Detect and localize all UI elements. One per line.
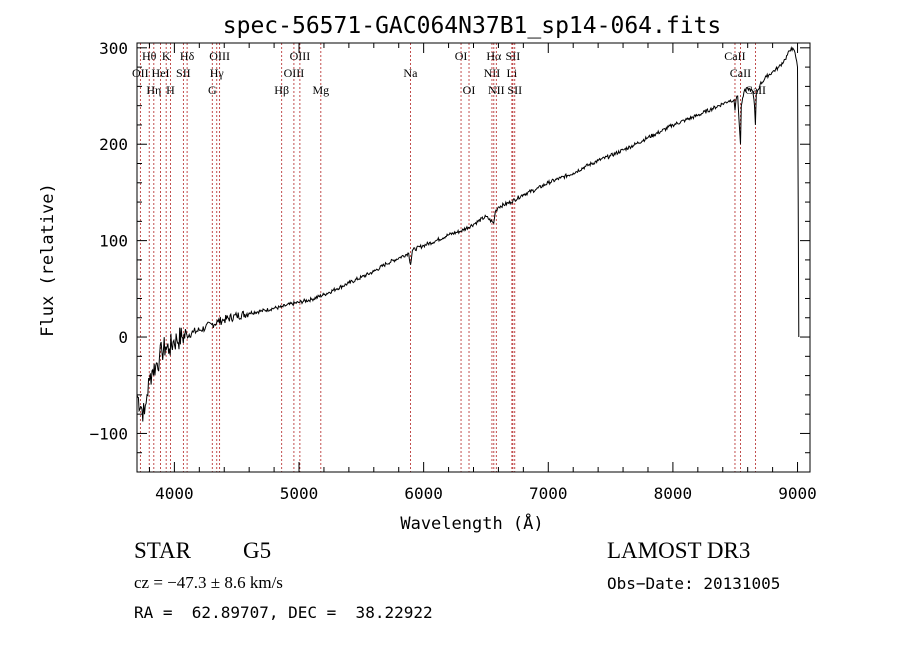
x-tick-label-4: 8000 <box>654 484 693 503</box>
survey-name: LAMOST DR3 <box>607 538 751 563</box>
line-label-26: CaII <box>745 83 766 97</box>
cz-value: cz = −47.3 ± 8.6 km/s <box>134 573 283 592</box>
x-tick-label-2: 6000 <box>404 484 443 503</box>
y-axis-label: Flux (relative) <box>38 183 58 337</box>
line-label-7: Hδ <box>180 49 195 63</box>
line-label-0: OII <box>132 66 149 80</box>
y-tick-label-3: 200 <box>99 135 128 154</box>
line-label-22: SII <box>506 49 521 63</box>
line-label-15: Na <box>403 66 418 80</box>
y-tick-label-1: 0 <box>118 328 128 347</box>
line-label-5: H <box>166 83 175 97</box>
line-label-11: Hβ <box>274 83 289 97</box>
line-label-16: OI <box>455 49 468 63</box>
line-label-17: OI <box>463 83 476 97</box>
chart-title: spec-56571-GAC064N37B1_sp14-064.fits <box>223 13 722 39</box>
line-label-24: CaII <box>724 49 745 63</box>
object-type: STAR <box>134 538 191 563</box>
line-label-4: K <box>162 49 171 63</box>
line-label-6: SII <box>176 66 191 80</box>
x-tick-label-0: 4000 <box>155 484 194 503</box>
axis-ticks: 4000 5000 6000 7000 8000 9000 −100 0 100 200 300 <box>89 39 816 503</box>
x-axis-label: Wavelength (Å) <box>400 512 543 534</box>
series-line-spectrum <box>136 45 800 422</box>
line-label-3: HeI <box>152 66 170 80</box>
line-label-2: Hη <box>146 83 161 97</box>
line-label-14: Mg <box>312 83 329 97</box>
line-label-8: G <box>208 83 217 97</box>
obs-date: Obs−Date: 20131005 <box>607 574 781 593</box>
y-tick-label-2: 100 <box>99 232 128 251</box>
x-tick-label-1: 5000 <box>280 484 319 503</box>
subclass: G5 <box>243 538 272 563</box>
y-tick-label-4: 300 <box>99 39 128 58</box>
line-label-23: SII <box>507 83 522 97</box>
line-label-21: Li <box>507 66 518 80</box>
line-label-20: NII <box>488 83 505 97</box>
line-label-9: Hγ <box>210 66 225 80</box>
line-label-18: NII <box>484 66 501 80</box>
y-tick-label-0: −100 <box>89 424 128 443</box>
x-tick-label-5: 9000 <box>778 484 817 503</box>
plot-frame <box>136 42 811 473</box>
line-label-13: OIII <box>290 49 311 63</box>
x-tick-label-3: 7000 <box>529 484 568 503</box>
line-markers: OIIHθHηHeIKHSIIHδGHγOIIIHβOIIIOIIIMgNaOI… <box>132 43 766 472</box>
coordinates: RA = 62.89707, DEC = 38.22922 <box>134 603 433 622</box>
line-label-25: CaII <box>730 66 751 80</box>
series-layer <box>136 45 800 422</box>
line-label-19: Hα <box>486 49 502 63</box>
line-label-1: Hθ <box>142 49 157 63</box>
line-label-10: OIII <box>209 49 230 63</box>
line-label-12: OIII <box>284 66 305 80</box>
